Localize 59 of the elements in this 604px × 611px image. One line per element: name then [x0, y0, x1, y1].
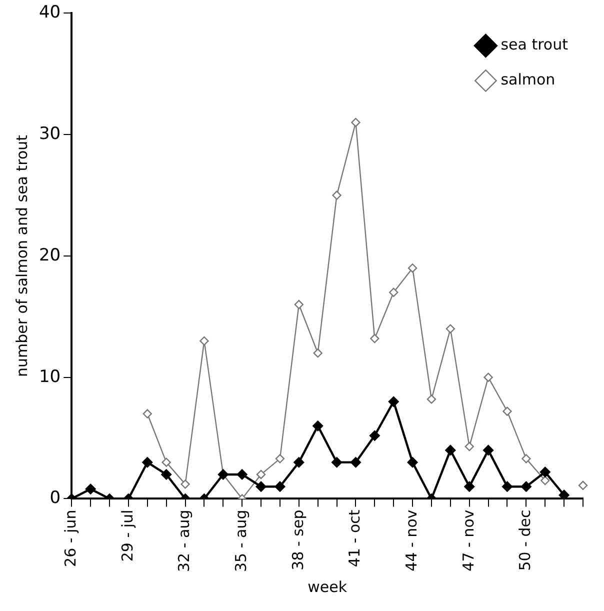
point	[502, 482, 512, 492]
point	[464, 482, 474, 492]
legend-label: salmon	[500, 70, 556, 89]
point	[389, 288, 398, 297]
point	[200, 336, 209, 346]
point	[312, 420, 323, 432]
point	[332, 190, 342, 200]
x-tick-label: 50 - dec	[516, 510, 534, 571]
point	[522, 454, 531, 464]
point	[426, 394, 436, 404]
y-tick-label: 30	[38, 124, 61, 144]
point	[161, 469, 172, 480]
point	[407, 457, 418, 468]
point	[484, 372, 493, 382]
point	[502, 406, 512, 416]
point	[142, 457, 152, 468]
point	[408, 264, 418, 273]
point	[578, 480, 588, 490]
point	[180, 480, 190, 489]
x-axis-title: week	[308, 578, 348, 596]
point	[388, 396, 399, 407]
y-tick-label: 40	[38, 2, 61, 23]
point	[464, 442, 474, 452]
x-tick-label: 41 - oct	[346, 510, 364, 568]
point	[370, 430, 380, 441]
y-tick-label: 20	[38, 245, 61, 266]
point	[85, 484, 96, 494]
point	[313, 348, 322, 358]
x-tick-label: 35 - aug	[232, 510, 250, 572]
point	[274, 482, 286, 492]
point	[294, 457, 304, 468]
point	[351, 118, 360, 128]
point	[558, 490, 570, 499]
point	[370, 334, 380, 344]
x-tick-label: 26 - jun	[62, 510, 80, 567]
point	[142, 409, 152, 418]
point	[332, 457, 342, 468]
point	[446, 324, 456, 334]
point	[521, 482, 532, 492]
legend-label: sea trout	[500, 36, 568, 54]
x-tick-label: 44 - nov	[402, 510, 420, 572]
x-tick-label: 47 - nov	[459, 510, 478, 572]
point	[162, 458, 171, 467]
point	[294, 300, 304, 310]
x-tick-label: 29 - jul	[118, 510, 136, 562]
x-tick-label: 38 - sep	[288, 510, 307, 570]
y-tick-label: 0	[50, 488, 61, 508]
point	[483, 445, 494, 456]
point	[256, 482, 266, 492]
point	[350, 457, 361, 468]
point	[236, 469, 248, 480]
point	[256, 470, 266, 480]
y-tick-label: 10	[38, 366, 61, 387]
point	[540, 476, 550, 486]
point	[275, 454, 285, 464]
point	[445, 445, 456, 456]
point	[540, 466, 550, 478]
y-axis-title: number of salmon and sea trout	[12, 134, 31, 378]
x-tick-label: 32 - aug	[175, 510, 194, 572]
